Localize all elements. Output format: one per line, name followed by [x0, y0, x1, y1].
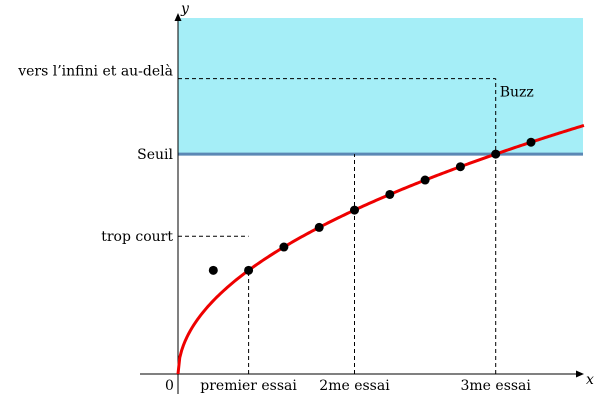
origin-label: 0	[165, 378, 174, 394]
highlighted-point	[491, 149, 501, 159]
sqrt-curve	[176, 123, 585, 375]
x-axis-arrow	[576, 370, 584, 378]
data-point	[208, 265, 218, 275]
guide-lines	[178, 78, 497, 374]
x-tick-label: premier essai	[200, 378, 297, 394]
y-tick-label: vers l’infini et au-delà	[17, 63, 173, 80]
data-point	[420, 175, 430, 185]
y-tick-labels: trop court Seuil vers l’infini et au-delà	[17, 63, 173, 246]
data-point	[314, 222, 324, 232]
data-point	[455, 162, 465, 172]
y-axis-arrow	[174, 13, 182, 21]
data-points	[208, 137, 536, 275]
y-tick-label: trop court	[101, 229, 173, 245]
y-tick-label: Seuil	[137, 147, 173, 163]
annotations: Buzz	[500, 85, 534, 101]
data-point	[279, 242, 289, 252]
data-point	[385, 189, 395, 199]
x-tick-label: 3me essai	[460, 378, 531, 394]
x-axis-label: x	[586, 372, 594, 388]
x-tick-label: 2me essai	[319, 378, 390, 394]
highlighted-point	[350, 205, 359, 215]
y-axis-label: y	[180, 1, 190, 17]
data-point	[526, 137, 536, 147]
buzz-annotation: Buzz	[500, 85, 534, 101]
highlighted-point	[244, 265, 254, 275]
success-region	[178, 18, 583, 155]
x-tick-labels: premier essai 2me essai 3me essai	[200, 378, 531, 394]
